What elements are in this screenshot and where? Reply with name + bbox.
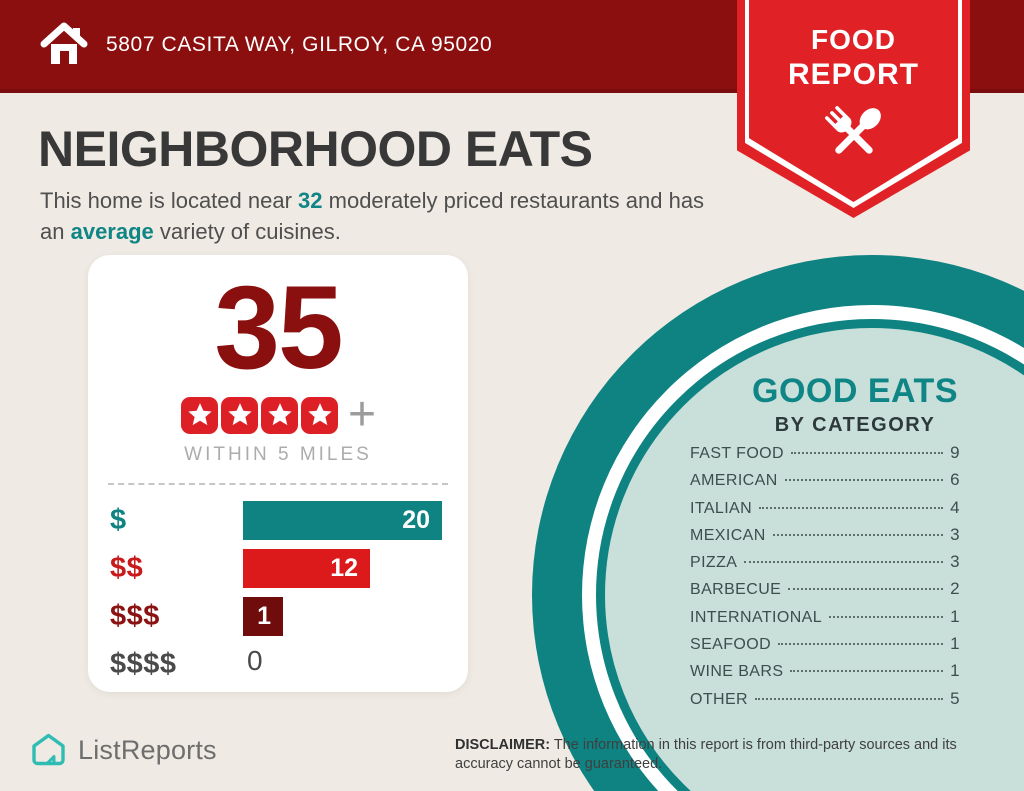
dotted-leader bbox=[790, 670, 944, 673]
price-level-chart: $ 20 $$ 12 $$$ 1 $$$$ 0 bbox=[88, 498, 468, 686]
restaurant-count-highlight: 32 bbox=[298, 188, 323, 213]
bar-value: 1 bbox=[257, 601, 271, 630]
category-label: MEXICAN bbox=[690, 526, 766, 544]
intro-text: This home is located near 32 moderately … bbox=[40, 185, 730, 247]
intro-mid: moderately priced restaurants and has an bbox=[40, 188, 705, 244]
category-row: INTERNATIONAL 1 bbox=[690, 607, 960, 634]
category-row: SEAFOOD 1 bbox=[690, 634, 960, 661]
variety-highlight: average bbox=[70, 219, 154, 244]
category-label: AMERICAN bbox=[690, 472, 778, 490]
category-value: 9 bbox=[950, 443, 960, 462]
star-rating: + bbox=[88, 388, 468, 441]
category-label: SEAFOOD bbox=[690, 636, 772, 654]
price-label: $ bbox=[110, 503, 127, 536]
category-label: PIZZA bbox=[690, 554, 738, 572]
listreports-house-icon bbox=[32, 733, 65, 766]
listreports-logo: ListReports bbox=[30, 732, 217, 769]
category-value: 6 bbox=[950, 470, 960, 490]
star-icon bbox=[221, 396, 259, 434]
page-title: NEIGHBORHOOD EATS bbox=[38, 121, 593, 177]
intro-pre: This home is located near bbox=[40, 188, 299, 213]
category-label: WINE BARS bbox=[690, 663, 784, 681]
category-list: FAST FOOD 9 AMERICAN 6 ITALIAN 4 MEXICAN 3 PIZZA… bbox=[690, 443, 960, 716]
good-eats-heading: GOOD EATS BY CATEGORY bbox=[640, 372, 1024, 437]
category-value: 1 bbox=[950, 606, 960, 626]
disclaimer: DISCLAIMER: The information in this repo… bbox=[455, 736, 995, 774]
good-eats-subtitle: BY CATEGORY bbox=[774, 414, 936, 436]
category-row: AMERICAN 6 bbox=[690, 470, 960, 497]
disclaimer-label: DISCLAIMER: bbox=[455, 737, 551, 753]
category-value: 3 bbox=[950, 524, 960, 544]
zero-value: 0 bbox=[247, 644, 263, 676]
category-label: ITALIAN bbox=[690, 499, 753, 517]
dotted-leader bbox=[829, 615, 944, 618]
star-icon bbox=[261, 396, 299, 434]
category-value: 1 bbox=[950, 634, 960, 654]
category-value: 2 bbox=[950, 579, 960, 599]
good-eats-title: GOOD EATS bbox=[752, 372, 958, 410]
category-value: 1 bbox=[950, 661, 960, 681]
category-label: FAST FOOD bbox=[690, 445, 784, 462]
dotted-leader bbox=[784, 479, 944, 482]
disclaimer-text: The information in this report is from t… bbox=[455, 737, 957, 773]
radius-caption: WITHIN 5 MILES bbox=[184, 444, 372, 465]
category-row: BARBECUE 2 bbox=[690, 579, 960, 606]
dotted-leader bbox=[772, 533, 944, 536]
dotted-leader bbox=[778, 643, 944, 646]
price-row: $ 20 bbox=[110, 498, 442, 542]
food-report-badge: FOOD REPORT bbox=[737, 0, 970, 218]
price-bar: 1 bbox=[243, 596, 283, 636]
intro-post: variety of cuisines. bbox=[153, 219, 341, 244]
category-row: PIZZA 3 bbox=[690, 552, 960, 579]
price-row: $$ 12 bbox=[110, 546, 442, 590]
category-row: MEXICAN 3 bbox=[690, 525, 960, 552]
price-bar: 20 bbox=[243, 500, 442, 540]
badge-title-line2: REPORT bbox=[787, 58, 919, 91]
badge-title-line1: FOOD bbox=[811, 24, 896, 55]
dashed-divider bbox=[108, 483, 448, 485]
category-value: 3 bbox=[950, 552, 960, 572]
restaurant-total-count: 35 bbox=[214, 262, 343, 394]
price-label: $$ bbox=[110, 551, 144, 584]
category-row: FAST FOOD 9 bbox=[690, 443, 960, 470]
bar-value: 20 bbox=[402, 505, 430, 534]
dotted-leader bbox=[790, 452, 944, 454]
price-label: $$$ bbox=[110, 599, 160, 632]
property-address: 5807 CASITA WAY, GILROY, CA 95020 bbox=[106, 32, 493, 56]
category-label: INTERNATIONAL bbox=[690, 608, 823, 626]
dotted-leader bbox=[759, 506, 944, 509]
price-row: $$$$ 0 bbox=[110, 642, 442, 686]
spoon-fork-crossed-icon bbox=[824, 106, 881, 154]
plus-sign: + bbox=[347, 388, 377, 441]
category-row: WINE BARS 1 bbox=[690, 661, 960, 688]
price-row: $$$ 1 bbox=[110, 594, 442, 638]
category-label: BARBECUE bbox=[690, 581, 782, 599]
category-value: 4 bbox=[950, 497, 960, 517]
price-bar: 12 bbox=[243, 548, 370, 588]
star-icon bbox=[301, 396, 339, 434]
category-value: 5 bbox=[950, 688, 960, 708]
home-icon bbox=[40, 22, 88, 64]
category-row: ITALIAN 4 bbox=[690, 498, 960, 525]
dotted-leader bbox=[788, 588, 944, 591]
brand-name: ListReports bbox=[78, 735, 217, 765]
price-label: $$$$ bbox=[110, 647, 177, 680]
dotted-leader bbox=[744, 561, 944, 564]
category-row: OTHER 5 bbox=[690, 689, 960, 716]
star-icon bbox=[181, 396, 219, 434]
bar-value: 12 bbox=[330, 553, 358, 582]
restaurant-stats-card: 35 + WITHIN 5 MILES $ 20 $$ 12 $$$ 1 $$$… bbox=[88, 255, 468, 692]
dotted-leader bbox=[755, 697, 944, 700]
category-label: OTHER bbox=[690, 690, 748, 708]
